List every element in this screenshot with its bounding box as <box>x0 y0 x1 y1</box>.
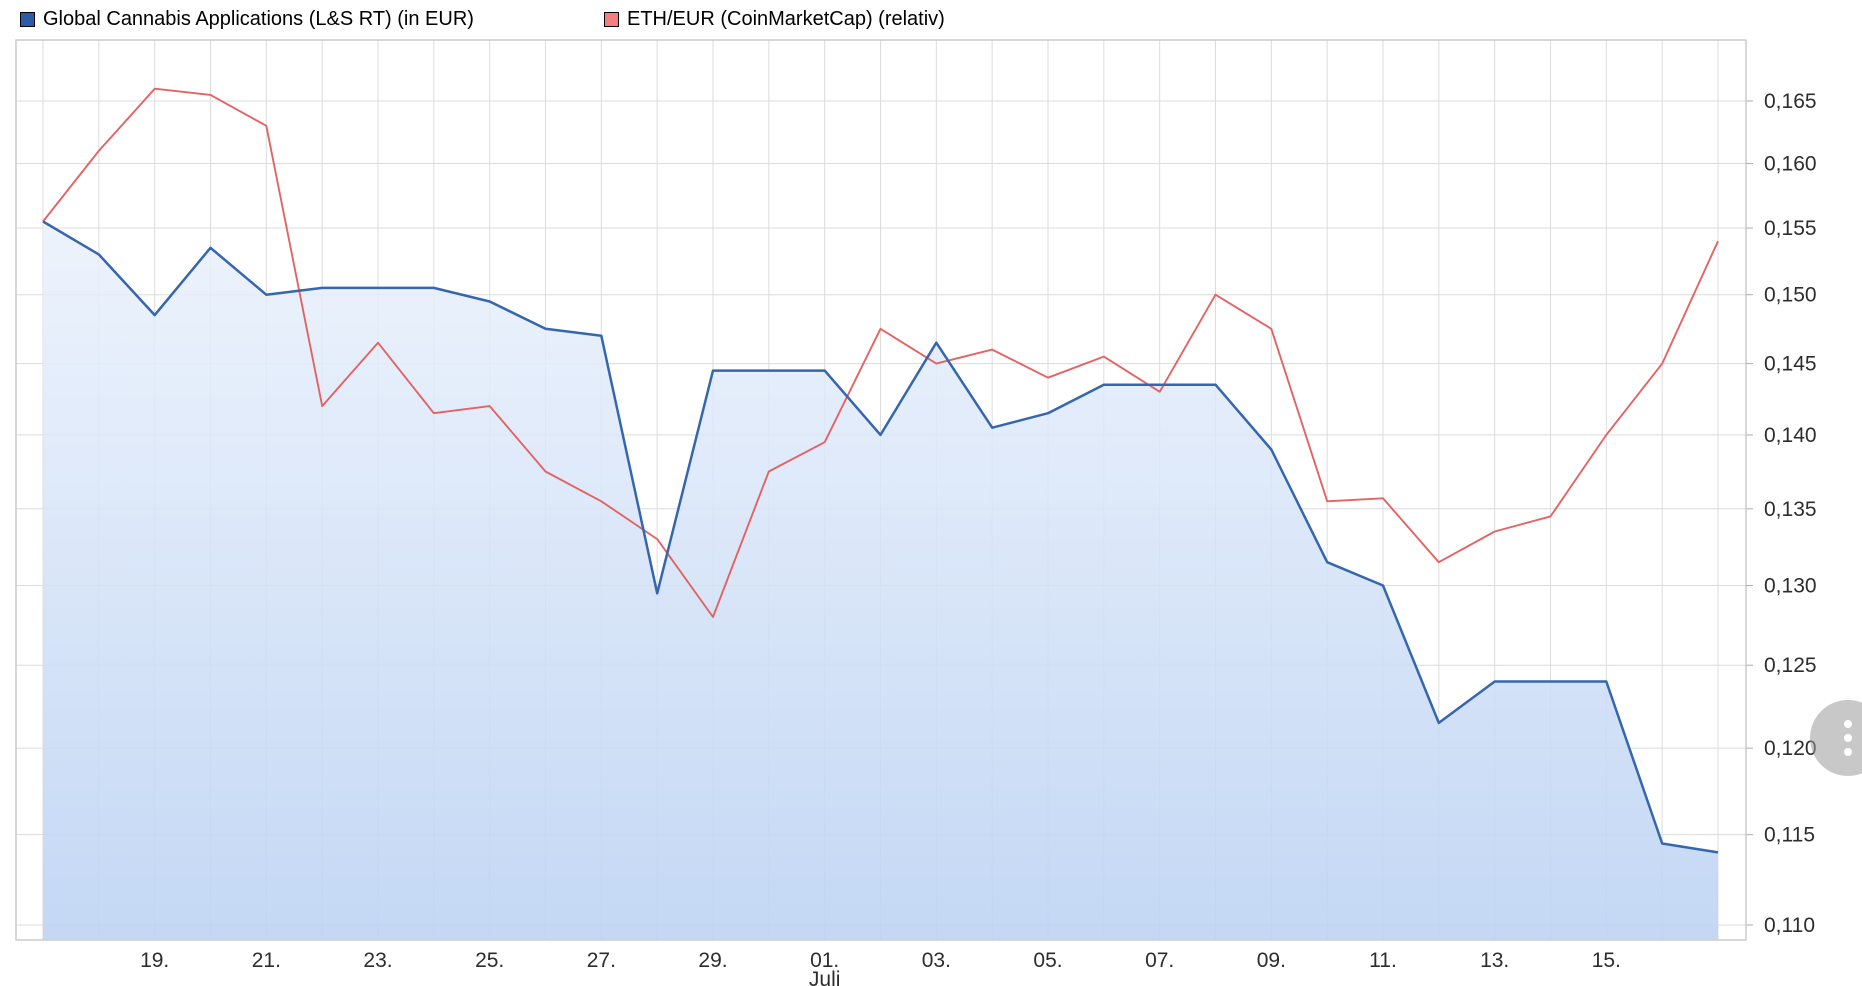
x-axis-label: 21. <box>252 949 281 972</box>
kebab-menu-icon <box>1844 720 1852 728</box>
cannabis-series-line <box>42 220 1719 854</box>
x-axis-label: 23. <box>363 949 392 972</box>
x-axis-month-label: Juli <box>809 968 841 986</box>
eth-series-line <box>42 87 1719 618</box>
y-axis-label: 0,155 <box>1764 217 1817 240</box>
blue-series-swatch-icon <box>20 11 35 27</box>
y-axis-label: 0,140 <box>1764 424 1817 447</box>
y-axis-label: 0,135 <box>1764 498 1817 521</box>
x-axis-label: 27. <box>587 949 616 972</box>
y-axis-label: 0,125 <box>1764 654 1817 677</box>
legend-label-cannabis: Global Cannabis Applications (L&S RT) (i… <box>43 8 474 30</box>
x-axis-label: 25. <box>475 949 504 972</box>
x-axis-label: 09. <box>1257 949 1286 972</box>
x-axis-label: 01. <box>810 949 839 972</box>
x-axis-label: 11. <box>1369 949 1397 972</box>
cannabis-area-fill <box>43 221 1718 940</box>
x-axis-label: 07. <box>1145 949 1174 972</box>
chart-legend: Global Cannabis Applications (L&S RT) (i… <box>0 7 1862 31</box>
y-axis-label: 0,145 <box>1764 353 1817 376</box>
x-axis-label: 19. <box>140 949 169 972</box>
y-axis-label: 0,110 <box>1764 914 1815 937</box>
legend-item-cannabis[interactable]: Global Cannabis Applications (L&S RT) (i… <box>20 7 474 31</box>
x-axis-label: 15. <box>1592 949 1621 972</box>
y-axis-label: 0,130 <box>1764 575 1817 598</box>
y-axis-label: 0,150 <box>1764 284 1817 307</box>
y-axis-label: 0,165 <box>1764 90 1817 113</box>
legend-label-eth: ETH/EUR (CoinMarketCap) (relativ) <box>627 8 945 30</box>
legend-item-eth[interactable]: ETH/EUR (CoinMarketCap) (relativ) <box>604 7 945 31</box>
y-axis-label: 0,120 <box>1764 737 1817 760</box>
x-axis-label: 13. <box>1480 949 1509 972</box>
x-axis-label: 05. <box>1033 949 1062 972</box>
y-axis-label: 0,160 <box>1764 153 1817 176</box>
y-axis-label: 0,115 <box>1764 824 1815 847</box>
x-axis-label: 29. <box>698 949 727 972</box>
red-series-swatch-icon <box>604 11 619 27</box>
x-axis-label: 03. <box>922 949 951 972</box>
